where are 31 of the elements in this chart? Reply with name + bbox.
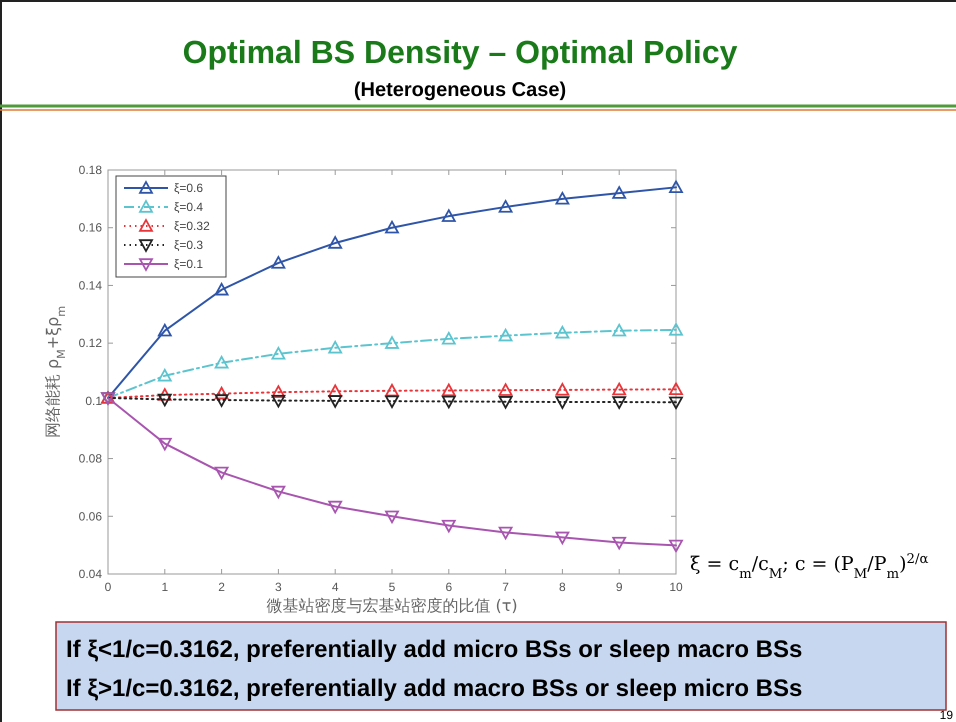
y-tick-label: 0.18 <box>78 163 102 177</box>
y-tick-label: 0.1 <box>85 394 102 408</box>
legend-label: ξ=0.6 <box>174 181 204 195</box>
x-tick-label: 4 <box>332 580 339 594</box>
x-tick-label: 0 <box>104 580 112 594</box>
chart-subtitle: (Heterogeneous Case) <box>354 79 566 101</box>
text: If ξ>1/c=0.3162, preferentially add macro BSs or sleep micro BSs <box>66 675 802 702</box>
y-tick-label: 0.12 <box>78 336 102 350</box>
x-tick-label: 9 <box>616 580 623 594</box>
text: 19 <box>940 708 954 722</box>
y-tick-label: 0.16 <box>78 220 102 235</box>
x-tick-label: 6 <box>445 580 452 594</box>
x-tick-label: 7 <box>502 580 510 594</box>
x-tick-label: 10 <box>669 580 683 594</box>
legend-label: ξ=0.3 <box>174 238 204 252</box>
legend-label: ξ=0.32 <box>174 219 210 233</box>
x-axis-title: 微基站密度与宏基站密度的比值 (τ) <box>266 596 518 615</box>
y-tick-label: 0.04 <box>78 567 102 581</box>
y-tick-label: 0.14 <box>78 278 102 292</box>
x-tick-label: 5 <box>388 580 396 594</box>
y-tick-label: 0.06 <box>78 509 102 524</box>
x-tick-label: 2 <box>218 580 226 594</box>
legend-label: ξ=0.4 <box>174 200 204 214</box>
x-tick-label: 3 <box>275 580 282 594</box>
text: If ξ<1/c=0.3162, preferentially add micro BSs or sleep macro BSs <box>66 636 802 663</box>
legend-label: ξ=0.1 <box>174 257 204 271</box>
chart-title: Optimal BS Density – Optimal Policy <box>182 34 738 70</box>
y-tick-label: 0.08 <box>78 452 102 466</box>
x-tick-label: 1 <box>161 580 168 594</box>
x-tick-label: 8 <box>559 580 566 594</box>
text: ξ = c$_{m}$/c$_{M}$; c = (P$_{M}$/P$_{m}$)$^{2/α}$ <box>690 552 928 582</box>
